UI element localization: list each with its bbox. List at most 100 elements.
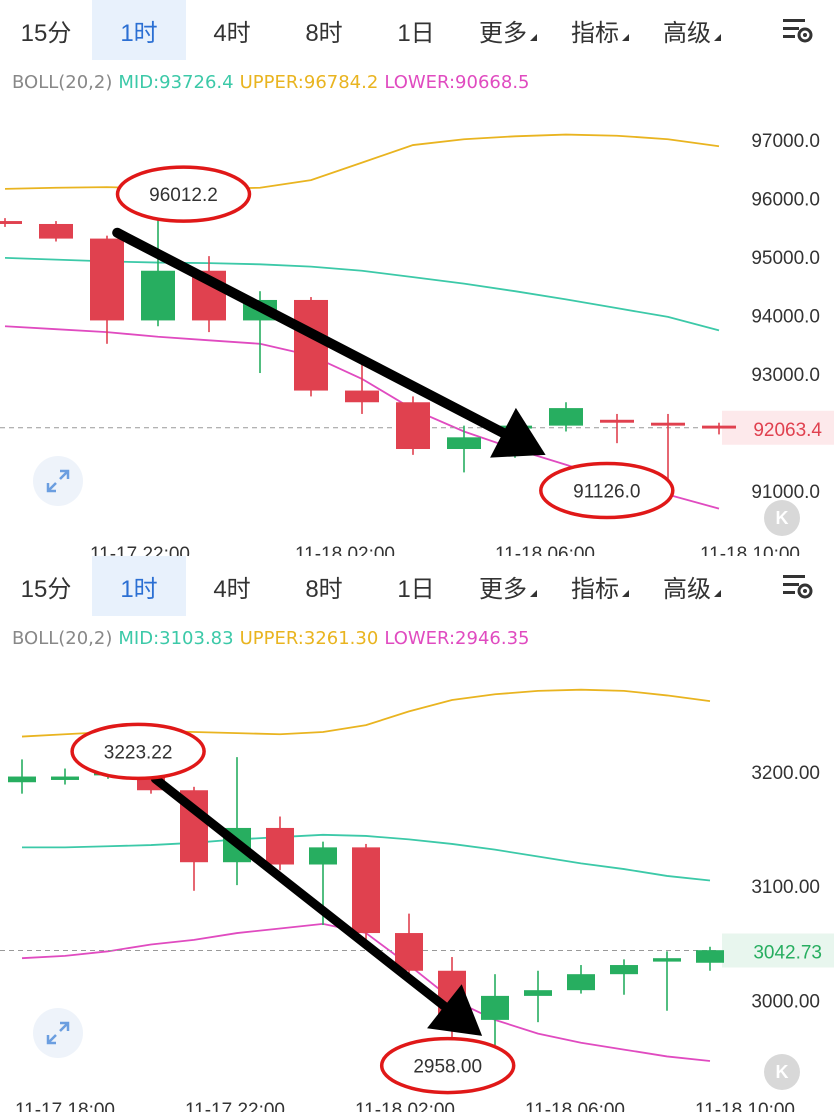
tab-label: 4时: [213, 19, 251, 47]
candle-body: [600, 419, 634, 423]
tab-more[interactable]: 更多: [462, 0, 554, 60]
candle: [610, 959, 638, 995]
tab-4h[interactable]: 4时: [186, 0, 278, 60]
y-tick-label: 3100.00: [751, 877, 820, 898]
price-annotation: 96012.2: [115, 165, 252, 223]
candle: [653, 951, 681, 1011]
eth-candlestick-chart[interactable]: 3200.00 3100.00 3000.00 11-17 18:00 11-17 22…: [0, 556, 834, 1112]
tab-advanced[interactable]: 高级: [646, 0, 738, 60]
x-tick-label: 11-18 02:00: [355, 1100, 455, 1112]
tab-4h[interactable]: 4时: [186, 556, 278, 616]
chart-settings-button[interactable]: [762, 0, 834, 60]
btc-candlestick-chart[interactable]: 97000.0 96000.0 95000.0 94000.0 93000.0 91000…: [0, 0, 834, 556]
tab-label: 指标: [571, 19, 619, 47]
expand-button[interactable]: [33, 456, 83, 506]
expand-button[interactable]: [33, 1008, 83, 1058]
tab-1h[interactable]: 1时: [92, 556, 186, 616]
expand-arrows-icon: [46, 1021, 70, 1045]
tab-more[interactable]: 更多: [462, 556, 554, 616]
tab-label: 1时: [120, 575, 158, 603]
candle-body: [610, 965, 638, 975]
tab-indicators[interactable]: 指标: [554, 556, 646, 616]
annotation-label: 3223.22: [104, 742, 173, 763]
boll-label: BOLL(20,2): [12, 72, 113, 93]
candle: [395, 913, 423, 980]
tab-1h[interactable]: 1时: [92, 0, 186, 60]
tab-15m[interactable]: 15分: [0, 556, 92, 616]
trend-arrow-head: [427, 984, 483, 1036]
tab-advanced[interactable]: 高级: [646, 556, 738, 616]
timeframe-tabs: 15分 1时 4时 8时 1日 更多 指标 高级: [0, 556, 834, 616]
annotation-ellipse: [539, 461, 675, 520]
boll-label: BOLL(20,2): [12, 628, 113, 649]
candle-body: [0, 221, 22, 224]
candle-body: [345, 390, 379, 403]
candle-body: [524, 990, 552, 996]
boll-legend: BOLL(20,2) MID:93726.4 UPPER:96784.2 LOWER:…: [12, 72, 536, 93]
candle-body: [396, 402, 430, 450]
btc-chart-panel: 15分 1时 4时 8时 1日 更多 指标 高级 BOLL(20,2) MID:9…: [0, 0, 834, 556]
candle: [567, 965, 595, 994]
annotation-label: 91126.0: [573, 482, 640, 503]
candle: [600, 413, 634, 444]
eth-chart-panel: 15分 1时 4时 8时 1日 更多 指标 高级 BOLL(20,2) MID:3…: [0, 556, 834, 1112]
candle-body: [651, 422, 685, 426]
tab-1d[interactable]: 1日: [370, 556, 462, 616]
x-tick-label: 11-18 06:00: [525, 1100, 625, 1112]
candle-body: [294, 299, 328, 391]
candle-body: [395, 933, 423, 971]
dropdown-triangle-icon: [714, 589, 721, 597]
k-reset-icon: K: [775, 507, 789, 528]
boll-upper-line: [4, 133, 720, 190]
price-annotation: 3223.22: [70, 722, 206, 781]
tab-label: 15分: [20, 19, 72, 47]
candle-body: [653, 958, 681, 962]
x-tick-label: 11-17 18:00: [15, 1100, 115, 1112]
tab-15m[interactable]: 15分: [0, 0, 92, 60]
candle: [223, 757, 251, 886]
candle-body: [549, 408, 583, 426]
candle-body: [481, 995, 509, 1020]
k-reset-button[interactable]: K: [764, 1054, 800, 1090]
y-tick-label: 91000.0: [751, 482, 820, 503]
candle: [8, 759, 36, 794]
chart-settings-button[interactable]: [762, 556, 834, 616]
tab-label: 8时: [305, 575, 343, 603]
dropdown-triangle-icon: [530, 589, 537, 597]
candle: [651, 413, 685, 483]
timeframe-tabs: 15分 1时 4时 8时 1日 更多 指标 高级: [0, 0, 834, 60]
k-reset-icon: K: [775, 1061, 789, 1082]
candle: [481, 974, 509, 1046]
candle: [396, 396, 430, 455]
annotation-ellipse: [379, 1036, 516, 1095]
candle: [447, 425, 481, 473]
tab-label: 4时: [213, 575, 251, 603]
tab-8h[interactable]: 8时: [278, 0, 370, 60]
candle-body: [309, 847, 337, 865]
annotation-label: 96012.2: [149, 185, 218, 206]
tab-8h[interactable]: 8时: [278, 556, 370, 616]
tab-label: 15分: [20, 575, 72, 603]
boll-lower-value: LOWER:90668.5: [384, 72, 530, 93]
candle-body: [90, 238, 124, 321]
candle-body: [39, 223, 73, 239]
y-tick-label: 96000.0: [751, 190, 820, 211]
boll-upper-value: UPPER:3261.30: [239, 628, 379, 649]
boll-mid-value: MID:3103.83: [118, 628, 234, 649]
candle: [0, 218, 22, 227]
y-tick-label: 93000.0: [751, 365, 820, 386]
expand-arrows-icon: [46, 469, 70, 493]
boll-mid-value: MID:93726.4: [118, 72, 234, 93]
y-tick-label: 94000.0: [751, 307, 820, 328]
y-tick-label: 3200.00: [751, 763, 820, 784]
trend-arrow-shaft: [150, 774, 449, 1011]
candle: [524, 970, 552, 1023]
k-reset-button[interactable]: K: [764, 500, 800, 536]
candle: [39, 221, 73, 242]
candle-body: [702, 425, 736, 429]
candle: [352, 843, 380, 940]
annotation-ellipse: [115, 165, 252, 223]
y-tick-label: 95000.0: [751, 248, 820, 269]
tab-indicators[interactable]: 指标: [554, 0, 646, 60]
tab-1d[interactable]: 1日: [370, 0, 462, 60]
